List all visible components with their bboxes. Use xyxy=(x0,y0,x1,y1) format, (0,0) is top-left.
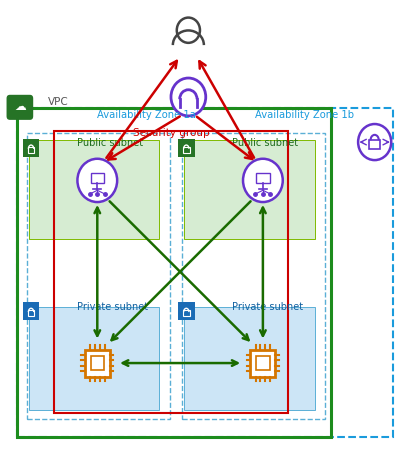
Circle shape xyxy=(242,159,282,202)
Bar xyxy=(184,307,314,410)
FancyBboxPatch shape xyxy=(7,95,33,120)
Bar xyxy=(29,307,159,410)
Bar xyxy=(178,139,194,157)
Text: VPC: VPC xyxy=(47,97,68,107)
Text: Security group: Security group xyxy=(133,129,210,138)
Bar xyxy=(23,302,39,320)
Bar xyxy=(90,356,104,370)
Bar xyxy=(256,173,269,183)
Bar xyxy=(54,131,287,413)
Text: Availability Zone 1a: Availability Zone 1a xyxy=(97,110,196,120)
Text: Private subnet: Private subnet xyxy=(231,302,302,312)
Text: Public subnet: Public subnet xyxy=(76,138,142,148)
Bar xyxy=(183,310,189,316)
Bar xyxy=(256,356,269,370)
Text: Private subnet: Private subnet xyxy=(76,302,147,312)
Bar xyxy=(17,108,392,437)
Bar xyxy=(28,147,34,153)
Text: ☁: ☁ xyxy=(14,100,26,113)
Bar xyxy=(250,350,275,377)
Bar xyxy=(184,140,314,239)
Bar xyxy=(178,302,194,320)
Bar xyxy=(17,108,330,437)
Bar xyxy=(23,139,39,157)
Bar xyxy=(183,147,189,153)
Bar xyxy=(28,310,34,316)
Circle shape xyxy=(357,124,390,160)
Bar xyxy=(90,173,104,183)
Circle shape xyxy=(171,78,205,116)
Text: Public subnet: Public subnet xyxy=(231,138,297,148)
Bar xyxy=(27,133,169,419)
Bar xyxy=(369,140,379,149)
Bar xyxy=(29,140,159,239)
Text: Availability Zone 1b: Availability Zone 1b xyxy=(254,110,353,120)
Bar xyxy=(85,350,109,377)
Bar xyxy=(182,133,324,419)
Circle shape xyxy=(77,159,117,202)
